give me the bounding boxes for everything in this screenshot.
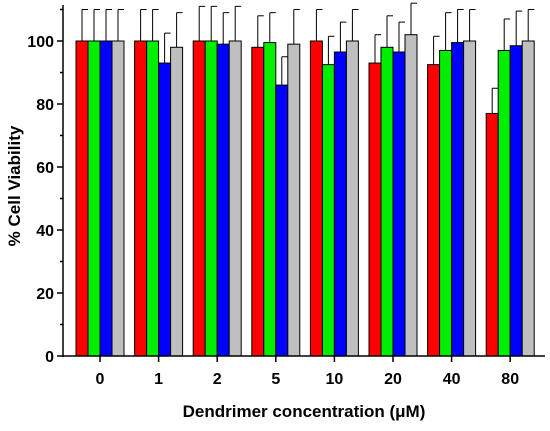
x-tick-label-20: 20 (384, 371, 402, 388)
x-ticks-layer: 0 1 2 5 10 20 40 80 (96, 356, 519, 388)
bar-5-series-2 (263, 42, 277, 357)
bar-2-series-1 (192, 40, 206, 357)
bar-1-series-4 (170, 46, 184, 357)
bar-2-series-4 (228, 40, 242, 357)
y-tick-label-100: 100 (27, 34, 54, 51)
bar-5-series-4 (287, 43, 301, 357)
bar-80-series-4 (521, 40, 535, 357)
x-tick-label-0: 0 (96, 371, 105, 388)
y-tick-label-60: 60 (36, 160, 54, 177)
error-bars-layer (81, 2, 535, 114)
bar-40-series-1 (427, 64, 441, 357)
y-tick-label-20: 20 (36, 286, 54, 303)
bars-layer (75, 34, 535, 357)
bar-1-series-1 (134, 40, 148, 357)
bar-0-series-3 (99, 40, 113, 357)
y-tick-label-40: 40 (36, 223, 54, 240)
x-tick-label-5: 5 (271, 371, 280, 388)
y-ticks-layer: 0 20 40 60 80 100 (27, 8, 63, 366)
bar-10-series-2 (321, 64, 335, 357)
bar-20-series-1 (368, 62, 382, 357)
y-axis-title: % Cell Viability (5, 125, 24, 246)
bar-20-series-2 (380, 46, 394, 357)
bar-80-series-1 (485, 112, 499, 357)
bar-2-series-3 (216, 43, 230, 357)
bar-10-series-3 (333, 51, 347, 357)
x-axis-title: Dendrimer concentration (μM) (183, 402, 426, 421)
y-tick-label-80: 80 (36, 97, 54, 114)
bar-40-series-2 (439, 49, 453, 357)
bar-20-series-3 (392, 51, 406, 357)
bar-2-series-2 (204, 40, 218, 357)
x-tick-label-2: 2 (213, 371, 222, 388)
x-tick-label-80: 80 (501, 371, 519, 388)
bar-0-series-1 (75, 40, 89, 357)
x-tick-label-40: 40 (443, 371, 461, 388)
bar-0-series-4 (111, 40, 125, 357)
axes-layer (62, 5, 545, 357)
bar-20-series-4 (404, 34, 418, 357)
bar-40-series-4 (463, 40, 477, 357)
bar-1-series-2 (146, 40, 160, 357)
bar-40-series-3 (451, 42, 465, 357)
bar-1-series-3 (158, 62, 172, 357)
bar-80-series-3 (509, 45, 523, 357)
bar-5-series-3 (275, 84, 289, 357)
bar-10-series-4 (345, 40, 359, 357)
y-tick-label-0: 0 (45, 349, 54, 366)
x-tick-label-10: 10 (326, 371, 344, 388)
bar-80-series-2 (497, 49, 511, 357)
bar-5-series-1 (251, 46, 265, 357)
bar-10-series-1 (309, 40, 323, 357)
x-tick-label-1: 1 (154, 371, 163, 388)
bar-0-series-2 (87, 40, 101, 357)
